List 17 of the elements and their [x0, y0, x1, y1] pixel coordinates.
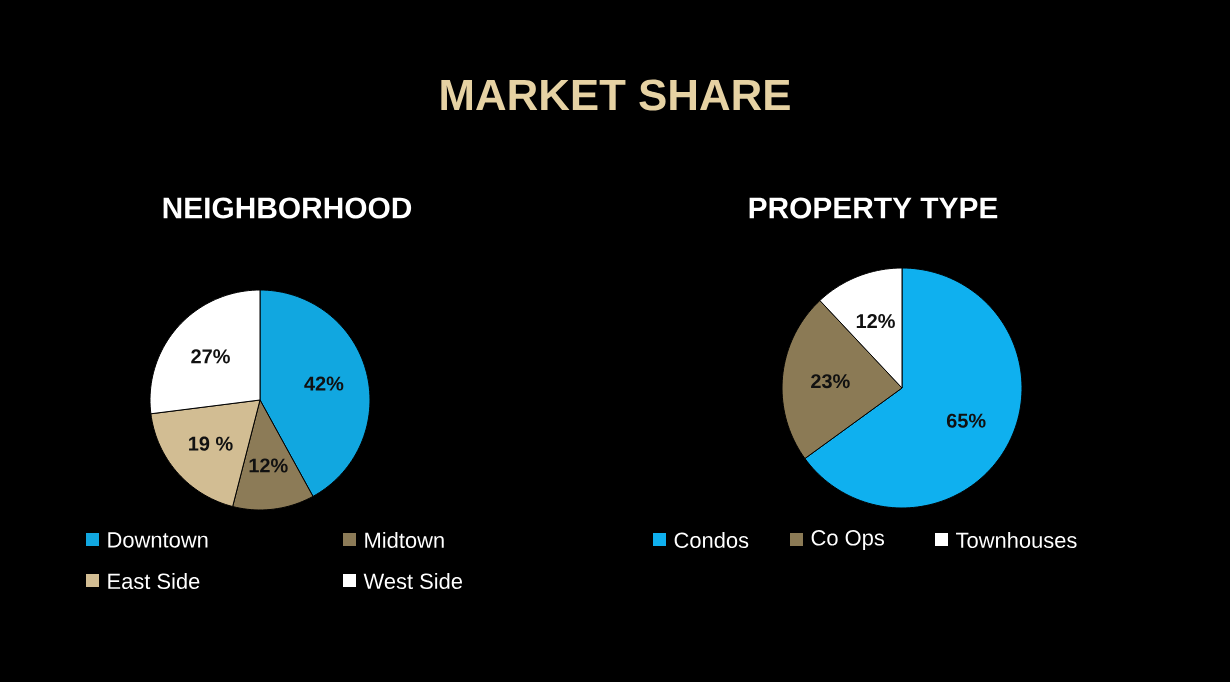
legend-label: East Side [108, 572, 200, 590]
chart-title: PROPERTY TYPE [749, 197, 998, 219]
data-label: 23% [811, 374, 850, 389]
data-label: 12% [856, 314, 895, 329]
data-label: 42% [304, 376, 344, 391]
data-label: 19 % [189, 436, 233, 451]
data-label: 12% [249, 458, 288, 473]
legend-label: West Side [363, 572, 463, 590]
legend-label: Townhouses [956, 531, 1077, 549]
legend-label: Downtown [108, 532, 208, 548]
data-label: 65% [946, 413, 986, 428]
legend-label: Midtown [365, 531, 444, 549]
chart-subtitle: NEIGHBORHOOD [163, 197, 412, 219]
legend-label: Condos [674, 531, 749, 549]
legend-label: Co Ops [811, 530, 885, 550]
data-label: 27% [191, 349, 230, 364]
text: MARKET SHARE [441, 79, 790, 111]
